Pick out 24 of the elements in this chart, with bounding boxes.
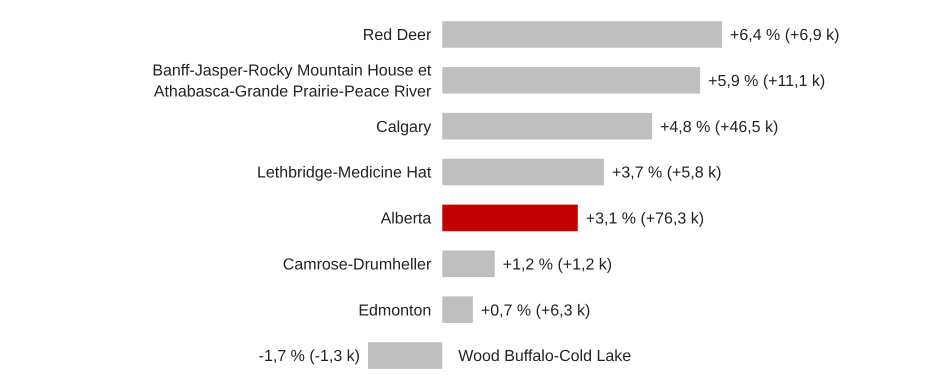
bar	[442, 21, 722, 48]
y-tick-label: Camrose-Drumheller	[282, 256, 432, 274]
y-tick-label: Lethbridge-Medicine Hat	[256, 164, 432, 182]
bar	[442, 250, 495, 278]
data-label: +6,4 % (+6,9 k)	[730, 27, 840, 44]
y-tick-label: Alberta	[380, 210, 432, 228]
bar	[442, 67, 700, 94]
bar	[442, 112, 652, 140]
data-label: +0,7 % (+6,3 k)	[480, 302, 590, 320]
data-label: +3,7 % (+5,8 k)	[612, 164, 722, 182]
bar	[442, 296, 473, 323]
bar	[442, 158, 604, 186]
y-tick-label: Red Deer	[362, 27, 432, 44]
bar	[442, 204, 578, 232]
data-label: +3,1 % (+76,3 k)	[586, 210, 704, 228]
y-tick-label: Edmonton	[358, 302, 432, 320]
data-label: +1,2 % (+1,2 k)	[502, 256, 612, 274]
y-tick-label: Banff-Jasper-Rocky Mountain House et Athabasca-Grande Prairie-Peace River	[152, 62, 432, 100]
y-tick-label: Calgary	[376, 118, 432, 136]
data-label: +4,8 % (+46,5 k)	[660, 118, 778, 136]
data-label: +5,9 % (+11,1 k)	[708, 72, 826, 90]
y-tick-label: Wood Buffalo-Cold Lake	[458, 348, 632, 366]
data-label: -1,7 % (-1,3 k)	[258, 348, 360, 366]
bar	[368, 342, 442, 369]
